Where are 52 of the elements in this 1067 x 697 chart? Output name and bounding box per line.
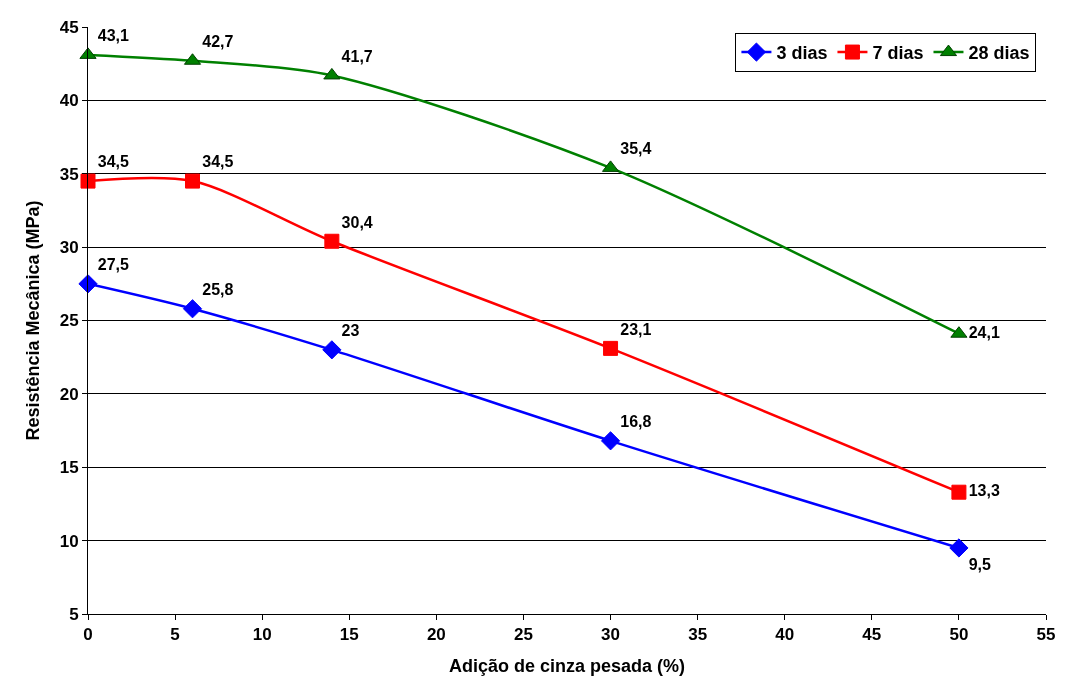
x-tick-label: 35 bbox=[688, 625, 708, 645]
x-tick-label: 40 bbox=[775, 625, 795, 645]
y-tick-label: 45 bbox=[59, 17, 79, 37]
point bbox=[80, 173, 96, 189]
data-label: 27,5 bbox=[97, 256, 129, 274]
data-label: 23,1 bbox=[620, 320, 652, 338]
x-axis-title: Adição de cinza pesada (%) bbox=[448, 655, 686, 676]
y-tick-label: 25 bbox=[59, 311, 79, 331]
point bbox=[603, 340, 619, 356]
point bbox=[600, 431, 621, 451]
x-tick-label: 10 bbox=[252, 625, 272, 645]
data-label: 41,7 bbox=[341, 47, 373, 65]
y-tick-label: 30 bbox=[59, 238, 79, 258]
data-label: 42,7 bbox=[202, 33, 234, 50]
point bbox=[78, 274, 98, 294]
data-label: 34,5 bbox=[97, 153, 129, 171]
x-tick-label: 30 bbox=[601, 625, 621, 645]
data-label: 24,1 bbox=[968, 323, 1000, 341]
point bbox=[322, 340, 342, 360]
point bbox=[185, 173, 201, 189]
legend-label: 28 dias bbox=[968, 43, 1030, 64]
y-tick-label: 35 bbox=[59, 164, 79, 184]
data-label: 9,5 bbox=[968, 555, 991, 573]
y-tick-label: 20 bbox=[59, 384, 79, 404]
x-tick-label: 45 bbox=[862, 625, 882, 645]
y-tick-label: 5 bbox=[69, 604, 79, 624]
x-tick-label: 0 bbox=[83, 625, 93, 645]
data-label: 35,4 bbox=[620, 140, 652, 158]
x-tick-label: 15 bbox=[339, 625, 359, 645]
data-label: 34,5 bbox=[202, 153, 234, 171]
x-tick-label: 25 bbox=[513, 625, 533, 645]
point bbox=[951, 484, 967, 500]
data-label: 13,3 bbox=[968, 482, 1000, 500]
data-label: 23 bbox=[341, 322, 360, 340]
data-label: 43,1 bbox=[97, 27, 129, 45]
point bbox=[323, 67, 341, 80]
x-tick-label: 50 bbox=[949, 625, 969, 645]
legend-label: 3 dias bbox=[776, 43, 828, 64]
y-axis-title: Resistência Mecânica (MPa) bbox=[22, 200, 43, 441]
x-tick-label: 20 bbox=[426, 625, 446, 645]
point bbox=[182, 299, 203, 319]
data-label: 16,8 bbox=[620, 413, 652, 431]
y-tick-label: 10 bbox=[59, 531, 79, 551]
x-tick-label: 5 bbox=[170, 625, 180, 645]
data-label: 25,8 bbox=[202, 281, 234, 299]
y-tick-label: 40 bbox=[59, 91, 79, 111]
point bbox=[949, 538, 969, 558]
x-tick-label: 55 bbox=[1036, 625, 1056, 645]
y-tick-label: 15 bbox=[59, 458, 79, 478]
point bbox=[324, 233, 340, 249]
legend-label: 7 dias bbox=[872, 43, 924, 64]
data-label: 30,4 bbox=[341, 213, 373, 231]
